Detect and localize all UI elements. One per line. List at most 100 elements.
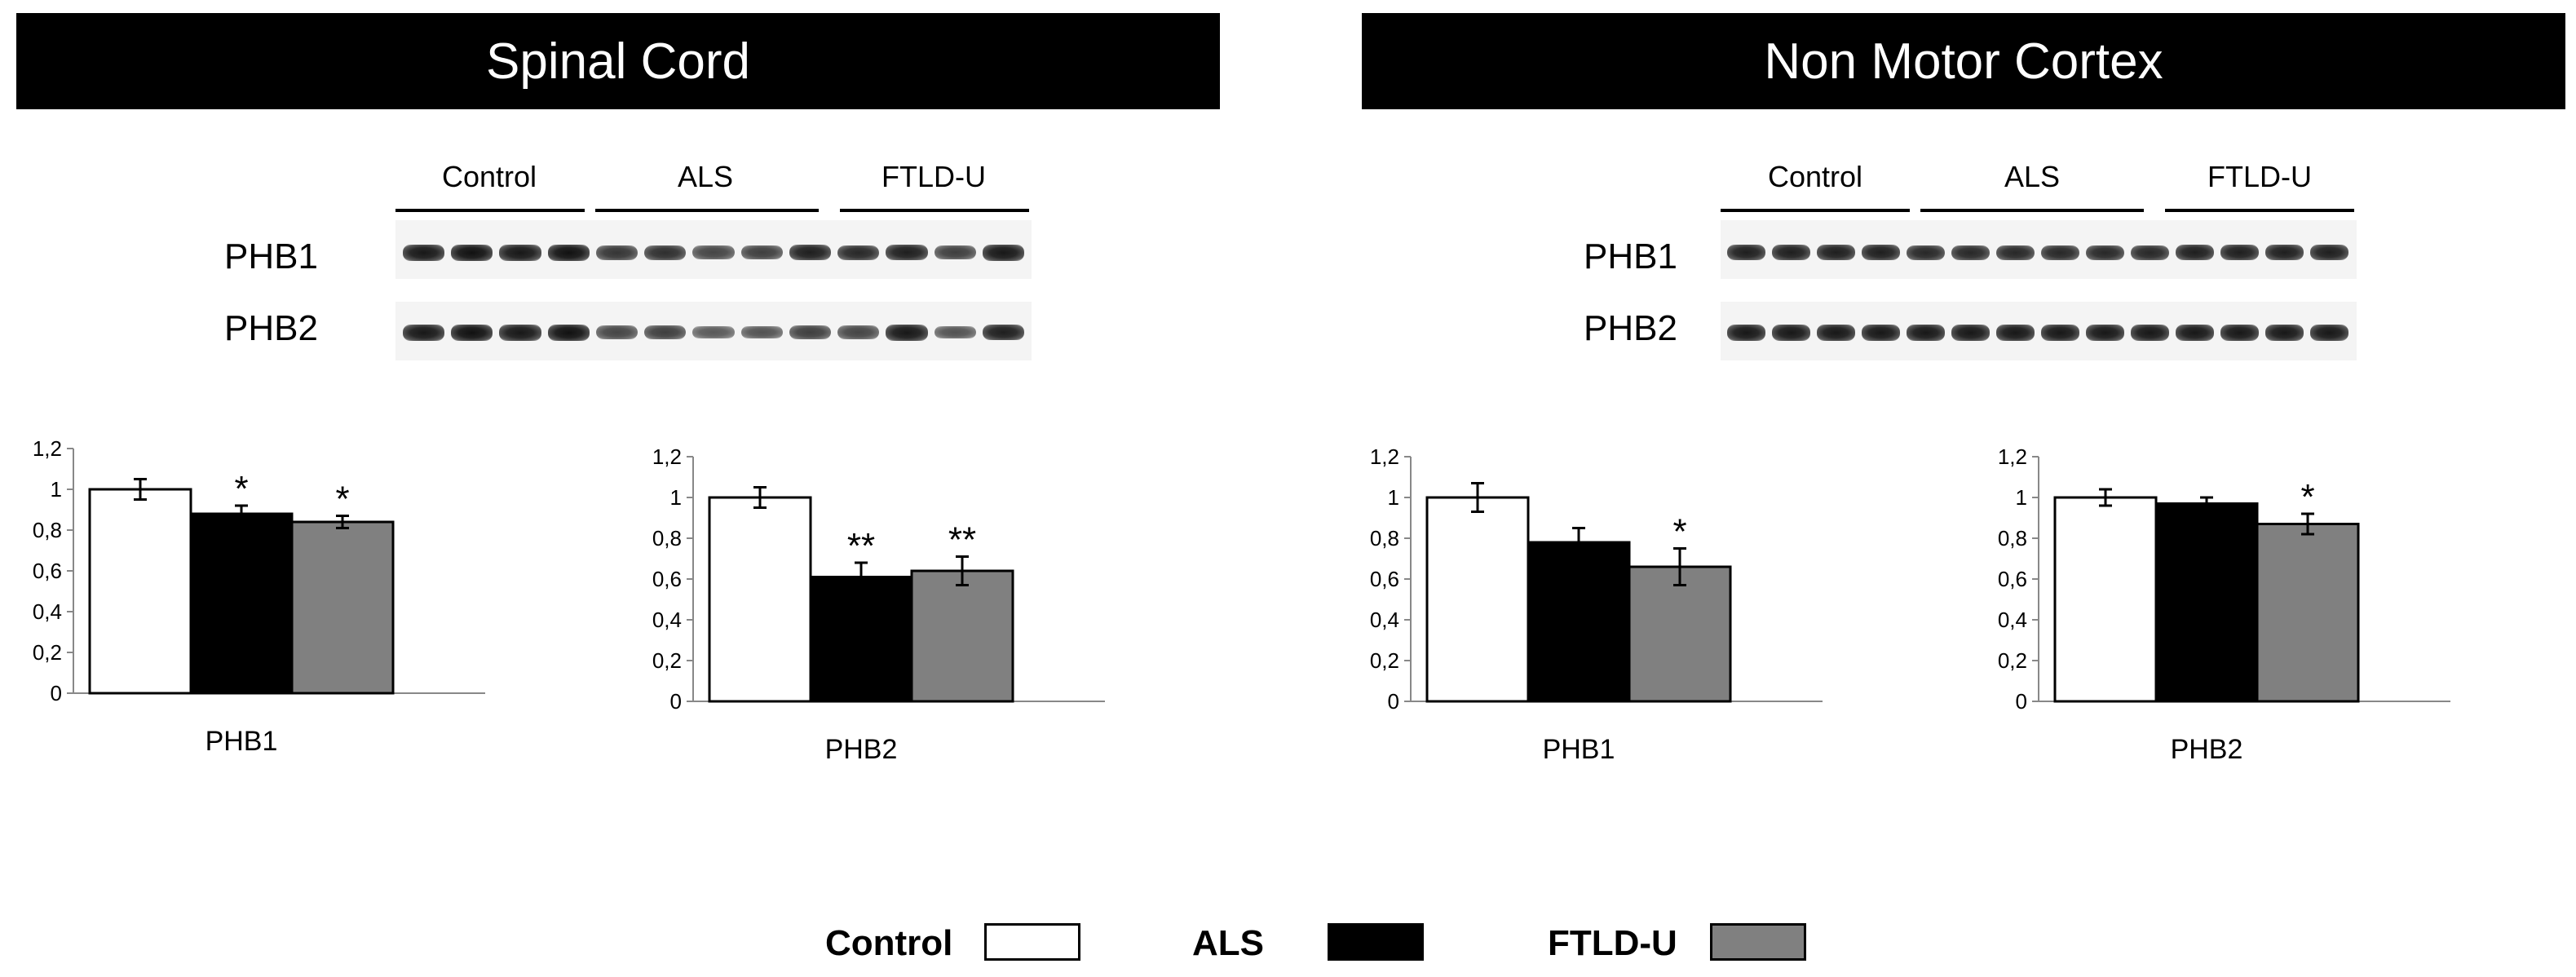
legend-label-control: Control xyxy=(825,923,953,963)
y-tick-label: 0,8 xyxy=(1370,526,1399,550)
y-tick-label: 0,4 xyxy=(652,608,682,632)
y-tick-label: 1 xyxy=(2016,485,2027,510)
x-axis-label: PHB1 xyxy=(1543,734,1615,765)
blot-band xyxy=(2265,245,2304,261)
blot-row-label-phb2: PHB2 xyxy=(224,308,318,348)
blot-band xyxy=(547,245,590,261)
blot-band xyxy=(1772,245,1810,261)
bar-als xyxy=(2154,502,2259,703)
blot-group-line xyxy=(2165,209,2354,212)
blot-band xyxy=(644,245,687,260)
significance-marker: * xyxy=(2300,477,2314,517)
blot-band xyxy=(2176,245,2214,261)
y-tick-label: 0,4 xyxy=(1998,608,2027,632)
panel-title-spinal-cord: Spinal Cord xyxy=(16,13,1220,109)
legend-label-als: ALS xyxy=(1192,923,1264,963)
blot-band xyxy=(451,245,493,261)
y-tick-label: 1,2 xyxy=(1998,444,2027,469)
blot-band xyxy=(1996,325,2035,341)
blot-band xyxy=(1772,325,1810,341)
y-tick-label: 0 xyxy=(2016,689,2027,714)
blot-band xyxy=(403,325,445,341)
significance-marker: ** xyxy=(847,526,875,566)
y-tick-label: 0,6 xyxy=(33,559,62,583)
y-tick-label: 0 xyxy=(51,681,62,705)
blot-band xyxy=(1907,325,1945,341)
blot-row-label-phb2: PHB2 xyxy=(1584,308,1677,348)
blot-band xyxy=(886,245,928,261)
significance-marker: * xyxy=(335,480,349,519)
blot-band xyxy=(2310,245,2348,261)
blot-band xyxy=(1951,245,1990,261)
y-tick-label: 0,6 xyxy=(652,567,682,591)
bar-ftld-u xyxy=(1628,565,1732,703)
blot-band xyxy=(403,245,445,261)
bar-ftld-u xyxy=(2256,523,2360,703)
blot-band xyxy=(2041,245,2079,261)
blot-group-label-als: ALS xyxy=(2004,160,2061,193)
bar-ftld-u xyxy=(290,520,395,695)
blot-band xyxy=(2265,325,2304,341)
blot-band xyxy=(934,325,976,339)
y-tick-label: 1,2 xyxy=(33,436,62,461)
x-axis-label: PHB2 xyxy=(2171,734,2243,765)
bar-als xyxy=(1527,541,1631,703)
blot-strip-phb1 xyxy=(1721,220,2357,279)
blot-band xyxy=(2310,325,2348,341)
blot-band xyxy=(2086,245,2124,261)
y-tick-label: 1 xyxy=(670,485,682,510)
bar-chart-non-motor-cortex-phb2: 0 0,2 0,4 0,6 0,8 1 1,2 * PHB2 xyxy=(1998,444,2450,765)
legend-swatch-control xyxy=(984,923,1080,961)
blot-group-line xyxy=(1920,209,2144,212)
significance-marker: * xyxy=(1672,512,1686,552)
blot-band xyxy=(1907,245,1945,261)
y-tick-label: 0,2 xyxy=(652,648,682,673)
bar-chart-spinal-cord-phb2: 0 0,2 0,4 0,6 0,8 1 1,2 ** ** PHB2 xyxy=(652,444,1105,765)
blot-band xyxy=(1862,245,1900,261)
blot-band xyxy=(2086,325,2124,341)
blot-row-label-phb1: PHB1 xyxy=(224,237,318,276)
y-tick-label: 1,2 xyxy=(1370,444,1399,469)
blot-band xyxy=(982,245,1024,261)
bar-als xyxy=(189,512,294,695)
significance-marker: ** xyxy=(948,520,976,560)
bar-chart-spinal-cord-phb1: 0 0,2 0,4 0,6 0,8 1 1,2 * * PHB1 xyxy=(33,436,485,757)
blot-band xyxy=(499,325,541,341)
blot-band xyxy=(1862,325,1900,341)
blot-group-label-als: ALS xyxy=(677,160,734,193)
blot-band xyxy=(789,325,832,340)
blot-band xyxy=(2131,245,2169,261)
blot-band xyxy=(1817,325,1855,341)
blot-group-line xyxy=(595,209,819,212)
legend-swatch-ftld-u xyxy=(1710,923,1806,961)
blot-band xyxy=(692,326,735,338)
blot-band xyxy=(692,245,735,259)
blot-band xyxy=(837,325,880,339)
x-axis-label: PHB2 xyxy=(825,734,898,765)
significance-marker: * xyxy=(234,469,248,509)
legend-label-ftld-u: FTLD-U xyxy=(1548,923,1677,963)
y-tick-label: 0,6 xyxy=(1370,567,1399,591)
blot-band xyxy=(451,325,493,341)
blot-band xyxy=(1727,245,1765,261)
blot-band xyxy=(2131,325,2169,341)
blot-band xyxy=(1996,245,2035,261)
bar-control xyxy=(708,496,812,703)
blot-group-label-control: Control xyxy=(441,160,537,193)
bar-chart-non-motor-cortex-phb1: 0 0,2 0,4 0,6 0,8 1 1,2 * PHB1 xyxy=(1370,444,1823,765)
blot-band xyxy=(499,245,541,261)
blot-band xyxy=(2176,325,2214,341)
blot-group-line xyxy=(1721,209,1910,212)
y-tick-label: 0,4 xyxy=(33,599,62,624)
y-tick-label: 0,4 xyxy=(1370,608,1399,632)
panel-title-non-motor-cortex: Non Motor Cortex xyxy=(1362,13,2565,109)
y-tick-label: 0 xyxy=(670,689,682,714)
blot-group-label-ftld-u: FTLD-U xyxy=(2207,160,2312,193)
blot-band xyxy=(886,325,928,341)
blot-group-line xyxy=(840,209,1029,212)
y-tick-label: 1 xyxy=(51,477,62,502)
blot-band xyxy=(547,325,590,341)
y-tick-label: 1,2 xyxy=(652,444,682,469)
legend-swatch-als xyxy=(1328,923,1424,961)
blot-band xyxy=(1817,245,1855,261)
